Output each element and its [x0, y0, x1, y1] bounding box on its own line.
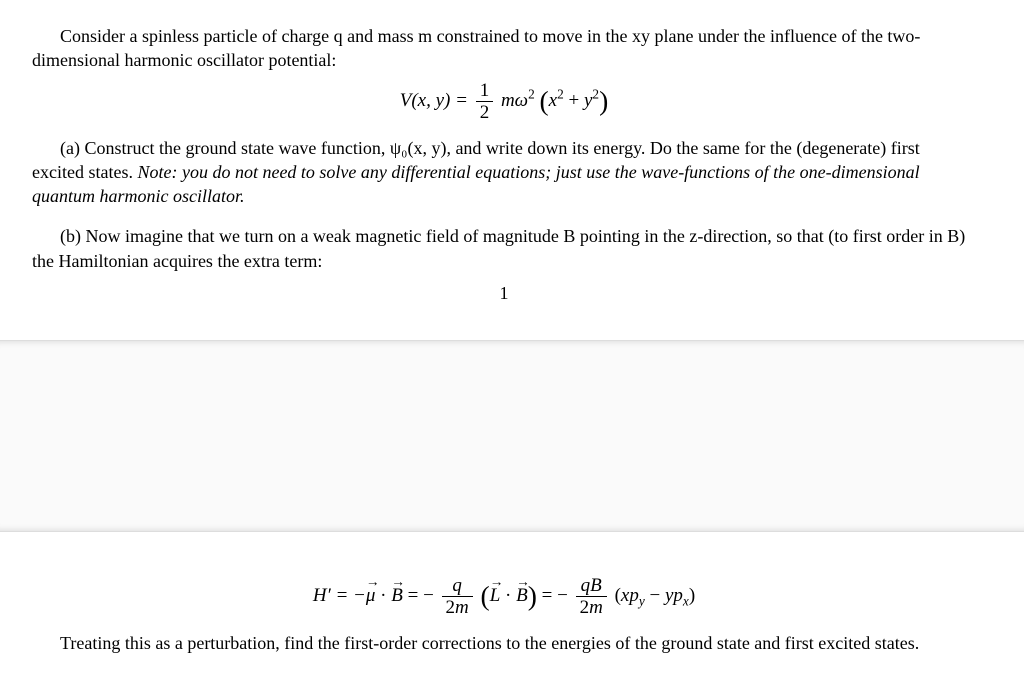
- b-vector-2: B: [516, 585, 528, 607]
- frac-num: 1: [476, 81, 494, 102]
- m-omega: mω: [501, 89, 528, 110]
- closing-paragraph: Treating this as a perturbation, find th…: [32, 631, 976, 655]
- frac-qb-den: 2m: [576, 597, 607, 617]
- physics-problem-page: Consider a spinless particle of charge q…: [0, 0, 1024, 328]
- frac-qb-num: qB: [576, 576, 607, 597]
- h-prime: H′ = −: [313, 585, 366, 606]
- l-vector: L: [490, 585, 501, 607]
- paren-close: ): [599, 85, 608, 116]
- part-a-note: Note: you do not need to solve any diffe…: [32, 162, 920, 206]
- frac-q-den: 2m: [442, 597, 473, 617]
- eq-v-label: V(x, y) =: [400, 89, 473, 110]
- part-a-paragraph: (a) Construct the ground state wave func…: [32, 136, 976, 209]
- physics-problem-page-continued: H′ = −μ · B = − q 2m (L · B) = − qB 2m (…: [0, 562, 1024, 685]
- part-b-text: (b) Now imagine that we turn on a weak m…: [32, 226, 965, 270]
- x-squared: 2: [557, 86, 564, 101]
- intro-text: Consider a spinless particle of charge q…: [32, 26, 920, 70]
- minus-sign: −: [645, 585, 665, 606]
- frac-qb-over-2m: qB 2m: [576, 576, 607, 617]
- frac-one-half: 1 2: [476, 81, 494, 122]
- page-break-gap: [0, 340, 1024, 532]
- equals-2: = −: [537, 585, 568, 606]
- x-term: x: [549, 89, 557, 110]
- equals-1: = −: [403, 585, 434, 606]
- plus-sign: +: [564, 89, 584, 110]
- paren-open-2: (: [481, 580, 490, 611]
- ypx-term: yp: [665, 585, 683, 606]
- part-b-paragraph: (b) Now imagine that we turn on a weak m…: [32, 224, 976, 273]
- xpy-term: xp: [621, 585, 639, 606]
- closing-text: Treating this as a perturbation, find th…: [60, 633, 919, 653]
- omega-squared: 2: [528, 86, 535, 101]
- mu-vector: μ: [366, 585, 376, 607]
- frac-q-num: q: [442, 576, 473, 597]
- paren-open: (: [539, 85, 548, 116]
- frac-den: 2: [476, 102, 494, 122]
- intro-paragraph: Consider a spinless particle of charge q…: [32, 24, 976, 73]
- frac-q-over-2m: q 2m: [442, 576, 473, 617]
- page-number: 1: [32, 283, 976, 304]
- potential-equation: V(x, y) = 1 2 mω2 (x2 + y2): [32, 81, 976, 122]
- b-vector-1: B: [391, 585, 403, 607]
- perturbation-equation: H′ = −μ · B = − q 2m (L · B) = − qB 2m (…: [32, 576, 976, 617]
- paren-close-3: ): [689, 585, 695, 606]
